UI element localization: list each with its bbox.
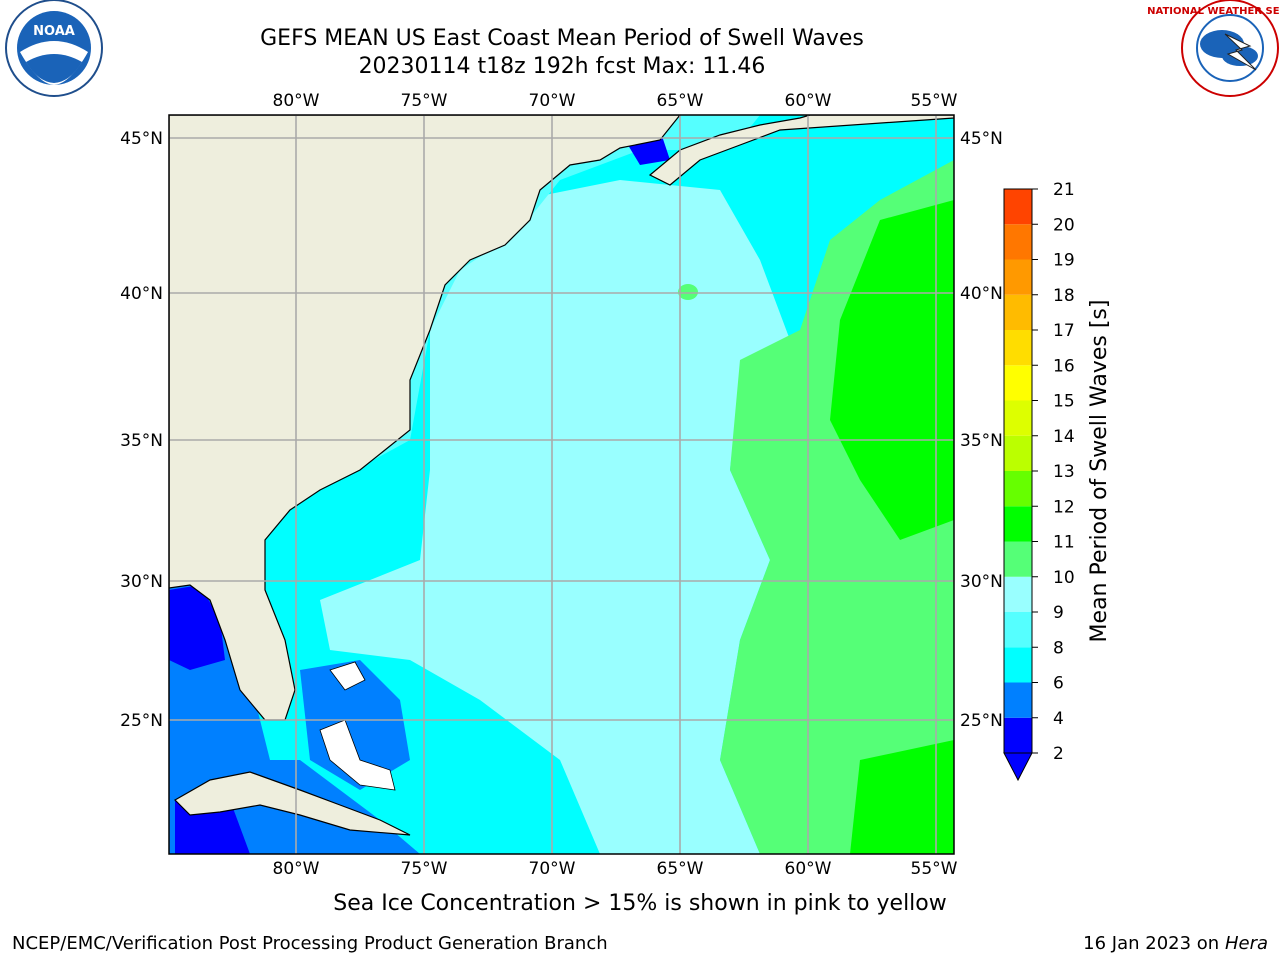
lat-label: 35°N <box>960 431 1003 451</box>
land-cuba <box>174 771 411 836</box>
nws-logo: NATIONAL WEATHER SERVICE <box>1147 0 1280 97</box>
sea-ice-note-text: Sea Ice Concentration > 15% is shown in … <box>333 891 947 916</box>
colorbar-bin <box>1004 330 1032 366</box>
colorbar-bin <box>1004 365 1032 401</box>
lon-labels-bottom: 80°W 75°W 70°W 65°W 60°W 55°W <box>273 859 958 879</box>
lon-label: 55°W <box>911 859 958 879</box>
lon-label: 55°W <box>911 91 958 111</box>
lat-labels-left: 45°N 40°N 35°N 30°N 25°N <box>120 129 163 731</box>
colorbar-bin <box>1004 541 1032 577</box>
colorbar-bin <box>1004 506 1032 542</box>
colorbar: 2 4 6 8 9 10 11 12 13 14 15 16 17 18 19 20 21 Mean Perio… <box>1003 180 1112 782</box>
colorbar-bin <box>1004 294 1032 330</box>
lat-label: 30°N <box>960 572 1003 592</box>
lon-label: 80°W <box>273 91 320 111</box>
lon-label: 75°W <box>401 859 448 879</box>
colorbar-tick-label: 21 <box>1053 180 1075 200</box>
colorbar-tick-label: 13 <box>1053 462 1075 482</box>
lon-label: 80°W <box>273 859 320 879</box>
lat-label: 30°N <box>120 572 163 592</box>
colorbar-bin <box>1004 647 1032 683</box>
colorbar-tick-label: 17 <box>1053 321 1075 341</box>
swell-region-10-11b <box>850 740 954 854</box>
colorbar-tick-label: 12 <box>1053 497 1075 517</box>
colorbar-tick-label: 2 <box>1053 744 1064 764</box>
lat-label: 25°N <box>120 711 163 731</box>
map-frame <box>168 114 955 855</box>
lon-label: 60°W <box>785 859 832 879</box>
colorbar-tick-label: 19 <box>1053 251 1075 271</box>
footer-date: 16 Jan 2023 on Hera <box>1083 933 1268 954</box>
colorbar-bin <box>1004 682 1032 718</box>
colorbar-tick-label: 9 <box>1053 603 1064 623</box>
colorbar-extend-arrow <box>1003 752 1033 782</box>
colorbar-bin <box>1004 612 1032 648</box>
lat-label: 45°N <box>960 129 1003 149</box>
colorbar-tick-label: 8 <box>1053 638 1064 658</box>
colorbar-tick-label: 15 <box>1053 392 1075 412</box>
noaa-logo: NOAA <box>5 0 103 97</box>
sea-ice-note: Sea Ice Concentration > 15% is shown in … <box>0 891 1280 916</box>
lat-label: 35°N <box>120 431 163 451</box>
colorbar-tick-label: 14 <box>1053 427 1075 447</box>
swell-region-10-11a <box>830 200 954 540</box>
colorbar-bin <box>1004 576 1032 612</box>
colorbar-bin <box>1004 471 1032 507</box>
noaa-logo-text: NOAA <box>33 24 75 39</box>
bahamas-mask <box>319 719 396 791</box>
footer-branch: NCEP/EMC/Verification Post Processing Pr… <box>12 933 608 954</box>
colorbar-label: Mean Period of Swell Waves [s] <box>1087 300 1112 643</box>
swell-region-bahamas <box>300 660 410 790</box>
map-area <box>169 115 954 854</box>
land-nova-scotia <box>648 115 954 186</box>
colorbar-tick-label: 16 <box>1053 356 1075 376</box>
colorbar-tick-label: 4 <box>1053 709 1064 729</box>
bahamas-mask <box>329 661 366 691</box>
lon-label: 60°W <box>785 91 832 111</box>
chart-subtitle: 20230114 t18z 192h fcst Max: 11.46 <box>358 54 766 79</box>
colorbar-bin <box>1004 224 1032 260</box>
colorbar-tick-label: 10 <box>1053 568 1075 588</box>
lon-label: 70°W <box>529 91 576 111</box>
colorbar-tick-label: 20 <box>1053 215 1075 235</box>
colorbar-bin <box>1004 435 1032 471</box>
colorbar-bin <box>1004 717 1032 753</box>
footer-date-text: 16 Jan 2023 on <box>1083 933 1225 954</box>
lat-label: 45°N <box>120 129 163 149</box>
colorbar-bin <box>1004 189 1032 225</box>
swell-region-6-8 <box>300 115 760 500</box>
colorbar-bin <box>1004 400 1032 436</box>
lat-labels-right: 45°N 40°N 35°N 30°N 25°N <box>960 129 1003 731</box>
lon-labels-top: 80°W 75°W 70°W 65°W 60°W 55°W <box>273 91 958 111</box>
swell-patch <box>678 284 698 300</box>
lon-label: 70°W <box>529 859 576 879</box>
lon-label: 65°W <box>657 91 704 111</box>
lat-label: 40°N <box>120 284 163 304</box>
colorbar-tick-label: 6 <box>1053 674 1064 694</box>
chart-title: GEFS MEAN US East Coast Mean Period of S… <box>260 26 864 51</box>
colorbar-tick-label: 11 <box>1053 533 1075 553</box>
lat-label: 25°N <box>960 711 1003 731</box>
lon-label: 65°W <box>657 859 704 879</box>
gridlines <box>169 115 954 854</box>
colorbar-bin <box>1004 259 1032 295</box>
nws-logo-text: NATIONAL WEATHER SERVICE <box>1147 6 1280 17</box>
lat-label: 40°N <box>960 284 1003 304</box>
lon-label: 75°W <box>401 91 448 111</box>
swell-region-below-2-gulf <box>169 585 225 670</box>
colorbar-tick-label: 18 <box>1053 286 1075 306</box>
footer-machine: Hera <box>1224 933 1268 954</box>
swell-region-8-9 <box>320 180 790 854</box>
